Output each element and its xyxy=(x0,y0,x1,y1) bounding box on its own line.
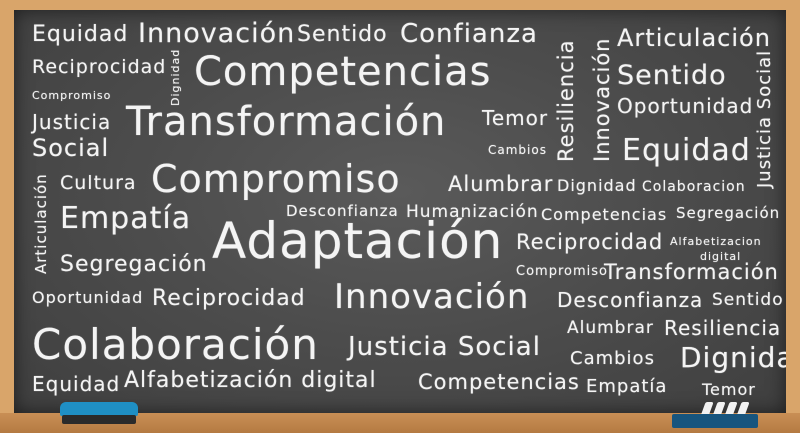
word: Reciprocidad xyxy=(152,286,306,311)
word: Empatía xyxy=(60,201,192,236)
word: Equidad xyxy=(32,22,129,47)
word: Confianza xyxy=(400,19,538,49)
chalkboard: Equidad Innovación Sentido Confianza Res… xyxy=(14,10,786,413)
word: Alumbrar xyxy=(448,172,554,196)
word: Sentido xyxy=(617,60,727,91)
word: Cultura xyxy=(60,172,137,194)
word: Reciprocidad xyxy=(516,230,664,254)
word: Humanización xyxy=(406,202,539,222)
word: Articulación xyxy=(617,24,771,52)
word: Equidad xyxy=(622,133,751,168)
word: Dignidad xyxy=(680,341,786,374)
word-vertical: Articulación xyxy=(32,173,50,274)
word: Desconfianza xyxy=(557,288,704,312)
chalk-ledge xyxy=(0,413,800,433)
word: Oportunidad xyxy=(617,94,754,118)
word: Adaptación xyxy=(212,212,504,270)
word-vertical: Innovación xyxy=(590,37,614,163)
word: Temor xyxy=(482,106,549,130)
word: Innovación xyxy=(138,18,296,49)
word: digital xyxy=(700,250,742,263)
word: Colaboracion xyxy=(642,179,746,195)
word: Transformación xyxy=(604,260,779,284)
word: Compromiso xyxy=(32,89,112,102)
word: Oportunidad xyxy=(32,288,144,307)
eraser-icon xyxy=(60,402,138,424)
word: Equidad xyxy=(32,372,121,396)
word: Compromiso xyxy=(516,264,608,279)
word: Social xyxy=(32,134,110,162)
word: Competencias xyxy=(194,49,492,95)
word: Transformación xyxy=(126,99,447,145)
word: Alfabetización digital xyxy=(124,368,377,393)
word: Justicia xyxy=(32,110,112,134)
word: Justicia Social xyxy=(348,332,541,362)
word: Alfabetizacion xyxy=(670,235,762,248)
word-vertical: Justicia Social xyxy=(754,49,775,188)
word: Compromiso xyxy=(151,157,401,201)
word-vertical: Dignidad xyxy=(169,48,182,106)
word: Competencias xyxy=(418,370,580,394)
word: Temor xyxy=(702,380,756,399)
word: Innovación xyxy=(334,277,530,317)
word: Sentido xyxy=(297,22,388,47)
chalk-box-icon xyxy=(672,400,758,428)
word: Empatía xyxy=(586,376,668,397)
word: Colaboración xyxy=(32,320,319,369)
word: Alumbrar xyxy=(567,318,654,338)
word: Resiliencia xyxy=(664,316,782,340)
word: Cambios xyxy=(488,143,547,157)
word: Segregación xyxy=(676,204,781,222)
word: Sentido xyxy=(712,290,784,310)
word: Reciprocidad xyxy=(32,56,167,78)
word: Desconfianza xyxy=(286,202,399,220)
word: Competencias xyxy=(541,205,668,224)
word: Dignidad xyxy=(557,176,637,195)
word: Segregación xyxy=(60,252,208,277)
word-vertical: Resiliencia xyxy=(554,39,578,163)
word: Cambios xyxy=(570,348,655,369)
